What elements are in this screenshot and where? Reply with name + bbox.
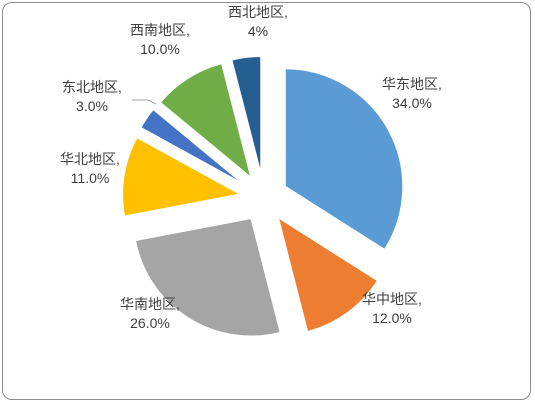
pie-slice-5 <box>159 62 253 180</box>
slice-name-3: 华北地区, <box>60 151 120 167</box>
slice-name-1: 华中地区, <box>362 291 422 307</box>
slice-value-6: 4% <box>248 23 268 39</box>
slice-label-5: 西南地区, 10.0% <box>130 22 190 57</box>
slice-value-4: 3.0% <box>76 98 108 114</box>
slice-name-0: 华东地区, <box>382 76 442 92</box>
pie-slice-4 <box>139 108 245 186</box>
slice-label-2: 华南地区, 26.0% <box>120 296 180 331</box>
pie-slice-3 <box>121 136 243 218</box>
pie-slice-2 <box>134 217 282 337</box>
slice-name-6: 西北地区, <box>228 4 288 20</box>
leader-line-2 <box>188 302 196 313</box>
leader-line-4 <box>132 99 157 105</box>
pie-slices <box>121 55 404 337</box>
slice-label-4: 东北地区, 3.0% <box>62 79 122 114</box>
slice-labels: 华东地区, 34.0% 华中地区, 12.0% 华南地区, 26.0% 华北地区, 11.0%… <box>60 4 442 331</box>
slice-label-0: 华东地区, 34.0% <box>382 76 442 111</box>
slice-name-4: 东北地区, <box>62 79 122 95</box>
pie-slice-0 <box>284 67 404 251</box>
slice-name-2: 华南地区, <box>120 296 180 312</box>
slice-label-6: 西北地区, 4% <box>228 4 288 39</box>
slice-value-5: 10.0% <box>140 41 180 57</box>
slice-value-2: 26.0% <box>130 315 170 331</box>
slice-label-3: 华北地区, 11.0% <box>60 151 120 186</box>
slice-label-1: 华中地区, 12.0% <box>362 291 422 326</box>
slice-name-5: 西南地区, <box>130 22 190 38</box>
slice-value-1: 12.0% <box>372 310 412 326</box>
leader-lines <box>132 99 196 313</box>
pie-slice-6 <box>230 55 262 175</box>
pie-slice-1 <box>276 215 379 333</box>
slice-value-3: 11.0% <box>71 170 110 186</box>
slice-value-0: 34.0% <box>392 95 432 111</box>
